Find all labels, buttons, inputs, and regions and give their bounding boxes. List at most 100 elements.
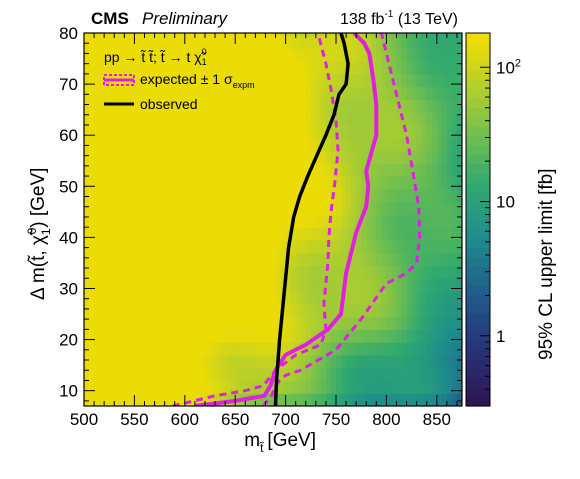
heatmap-cell xyxy=(199,188,206,203)
heatmap-cell xyxy=(250,73,256,88)
heatmap-cell xyxy=(260,176,267,190)
heatmap-cell xyxy=(351,137,357,152)
heatmap-cell xyxy=(386,367,393,382)
heatmap-cell xyxy=(295,33,302,37)
heatmap-cell xyxy=(441,150,448,164)
heatmap-cell xyxy=(446,265,453,279)
heatmap-cell xyxy=(336,227,342,241)
heatmap-cell xyxy=(245,112,251,126)
heatmap-cell xyxy=(84,99,90,113)
heatmap-cell xyxy=(104,163,110,177)
heatmap-cell xyxy=(401,73,408,88)
heatmap-cell xyxy=(310,48,317,62)
heatmap-cell xyxy=(179,265,186,279)
heatmap-cell xyxy=(119,48,125,62)
heatmap-cell xyxy=(204,33,211,37)
heatmap-cell xyxy=(290,201,297,215)
heatmap-cell xyxy=(391,393,398,406)
heatmap-cell xyxy=(451,188,458,203)
heatmap-cell xyxy=(215,124,221,139)
heatmap-cell xyxy=(300,73,307,88)
heatmap-cell xyxy=(270,252,277,267)
heatmap-cell xyxy=(391,214,398,228)
heatmap-cell xyxy=(391,61,398,75)
heatmap-cell xyxy=(94,163,100,177)
heatmap-cell xyxy=(381,176,387,190)
heatmap-cell xyxy=(99,265,105,279)
heatmap-cell xyxy=(89,329,95,343)
heatmap-cell xyxy=(441,124,448,139)
heatmap-cell xyxy=(416,354,423,369)
heatmap-cell xyxy=(300,227,307,241)
heatmap-cell xyxy=(220,99,226,113)
heatmap-cell xyxy=(346,112,352,126)
heatmap-cell xyxy=(401,86,408,101)
heatmap-cell xyxy=(290,48,297,62)
heatmap-cell xyxy=(361,112,367,126)
heatmap-cell xyxy=(159,329,166,343)
color-scale-band xyxy=(466,79,490,90)
heatmap-cell xyxy=(114,291,120,305)
heatmap-cell xyxy=(119,214,125,228)
heatmap-cell xyxy=(416,291,423,305)
heatmap-cell xyxy=(421,342,428,356)
heatmap-cell xyxy=(250,303,256,318)
heatmap-cell xyxy=(129,393,135,406)
heatmap-cell xyxy=(386,48,393,62)
heatmap-cell xyxy=(129,278,135,292)
heatmap-cell xyxy=(84,329,90,343)
heatmap-cell xyxy=(280,73,287,88)
heatmap-cell xyxy=(119,99,125,113)
color-scale-band xyxy=(466,33,490,43)
heatmap-cell xyxy=(139,188,146,203)
heatmap-cell xyxy=(220,252,226,267)
heatmap-cell xyxy=(315,150,322,164)
heatmap-cell xyxy=(245,150,251,164)
heatmap-cell xyxy=(441,252,448,267)
heatmap-cell xyxy=(366,112,372,126)
heatmap-cell xyxy=(215,201,221,215)
heatmap-cell xyxy=(426,227,433,241)
heatmap-cell xyxy=(270,265,277,279)
heatmap-cell xyxy=(84,278,90,292)
heatmap-cell xyxy=(139,227,146,241)
heatmap-cell xyxy=(290,86,297,101)
heatmap-cell xyxy=(320,265,327,279)
heatmap-cell xyxy=(411,329,418,343)
heatmap-cell xyxy=(401,252,408,267)
heatmap-cell xyxy=(366,252,372,267)
heatmap-cell xyxy=(315,214,322,228)
heatmap-cell xyxy=(351,316,357,330)
heatmap-cell xyxy=(426,393,433,406)
heatmap-cell xyxy=(154,380,161,394)
heatmap-cell xyxy=(280,316,287,330)
heatmap-cell xyxy=(305,342,312,356)
heatmap-cell xyxy=(149,188,156,203)
heatmap-cell xyxy=(184,393,191,406)
heatmap-cell xyxy=(431,239,438,254)
heatmap-cell xyxy=(346,380,352,394)
heatmap-cell xyxy=(230,188,236,203)
heatmap-cell xyxy=(401,265,408,279)
heatmap-cell xyxy=(456,252,462,267)
heatmap-cell xyxy=(290,99,297,113)
heatmap-cell xyxy=(401,354,408,369)
heatmap-cell xyxy=(189,239,196,254)
heatmap-cell xyxy=(164,188,171,203)
heatmap-cell xyxy=(255,150,261,164)
heatmap-cell xyxy=(184,342,191,356)
heatmap-cell xyxy=(351,252,357,267)
heatmap-cell xyxy=(451,61,458,75)
heatmap-cell xyxy=(431,291,438,305)
heatmap-cell xyxy=(376,176,382,190)
heatmap-cell xyxy=(270,112,277,126)
heatmap-cell xyxy=(336,367,342,382)
heatmap-cell xyxy=(119,380,125,394)
heatmap-cell xyxy=(426,48,433,62)
heatmap-cell xyxy=(431,367,438,382)
heatmap-cell xyxy=(134,124,141,139)
heatmap-cell xyxy=(341,227,347,241)
heatmap-cell xyxy=(255,99,261,113)
heatmap-cell xyxy=(391,86,398,101)
heatmap-cell xyxy=(265,291,272,305)
